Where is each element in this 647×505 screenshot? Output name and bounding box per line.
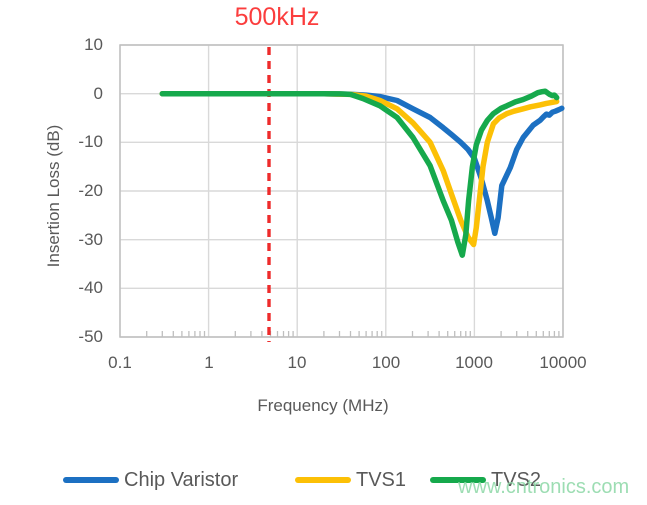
y-axis-title: Insertion Loss (dB) xyxy=(44,124,63,268)
legend-item-chip-varistor: Chip Varistor xyxy=(63,468,238,492)
legend-item-tvs2: TVS2 xyxy=(430,468,541,492)
legend-label-tvs2: TVS2 xyxy=(491,469,542,491)
annotation-500khz-label: 500kHz xyxy=(234,3,320,31)
x-tick-label: 10 xyxy=(287,353,307,372)
y-tick-label: 10 xyxy=(84,35,103,54)
y-tick-label: -10 xyxy=(78,132,103,151)
x-axis-title: Frequency (MHz) xyxy=(257,396,389,415)
y-tick-label: -30 xyxy=(78,230,103,249)
x-tick-label: 1 xyxy=(204,353,214,372)
y-tick-label: -20 xyxy=(78,181,103,200)
x-tick-label: 1000 xyxy=(455,353,493,372)
legend-marker-tvs1 xyxy=(295,477,351,483)
legend-label-tvs1: TVS1 xyxy=(356,469,407,491)
legend-label-chip-varistor: Chip Varistor xyxy=(124,469,239,491)
legend-marker-tvs2 xyxy=(430,477,486,483)
legend-item-tvs1: TVS1 xyxy=(295,468,406,492)
watermark: www.cntronics.com xyxy=(458,476,630,498)
y-tick-label: -50 xyxy=(78,327,103,346)
x-tick-label: 100 xyxy=(371,353,401,372)
x-tick-label: 10000 xyxy=(539,353,587,372)
x-tick-label: 0.1 xyxy=(108,353,132,372)
legend-marker-chip-varistor xyxy=(63,477,119,483)
y-tick-label: 0 xyxy=(93,84,103,103)
y-tick-label: -40 xyxy=(78,278,103,297)
